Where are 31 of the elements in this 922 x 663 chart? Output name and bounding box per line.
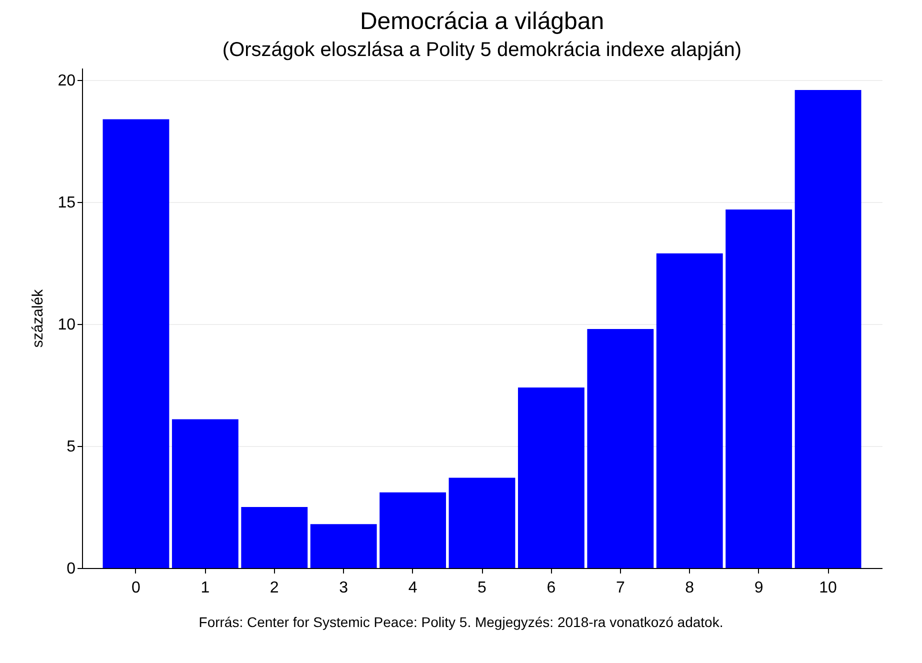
y-tick-label: 0: [66, 560, 76, 578]
x-tick-label: 1: [200, 580, 210, 596]
x-tick-label: 7: [616, 580, 625, 596]
bar: [656, 253, 723, 568]
x-tick-label: 10: [819, 580, 838, 596]
x-tick-label: 3: [339, 580, 348, 596]
bar: [172, 419, 238, 568]
bar: [587, 328, 654, 568]
x-tick-label: 5: [478, 580, 487, 596]
chart-title: Democrácia a világban: [360, 8, 604, 35]
y-tick-label: 5: [66, 438, 76, 456]
y-tick-label: 20: [58, 72, 76, 90]
text: Forrás: Center for Systemic Peace: Polity 5. Megjegyzés: 2018-ra vonatkozó adatok.: [198, 614, 724, 630]
x-tick-label: 6: [546, 580, 556, 596]
x-tick-label: 2: [270, 580, 279, 596]
y-axis-title: százalék: [30, 288, 47, 348]
y-tick-label: 15: [58, 194, 76, 212]
bar: [241, 507, 308, 568]
bar: [448, 478, 516, 568]
x-tick-label: 0: [132, 580, 141, 596]
bar: [102, 119, 170, 568]
bar: [380, 492, 446, 568]
x-tick-label: 4: [408, 580, 418, 596]
y-tick-label: 10: [58, 316, 76, 334]
bar: [726, 209, 792, 568]
chart-subtitle: (Országok eloszlása a Polity 5 demokrácia indexe alapján): [222, 39, 742, 61]
bar: [310, 524, 377, 568]
bar: [518, 388, 584, 568]
bar: [794, 90, 862, 568]
x-tick-label: 9: [754, 580, 764, 596]
x-tick-label: 8: [685, 580, 694, 596]
